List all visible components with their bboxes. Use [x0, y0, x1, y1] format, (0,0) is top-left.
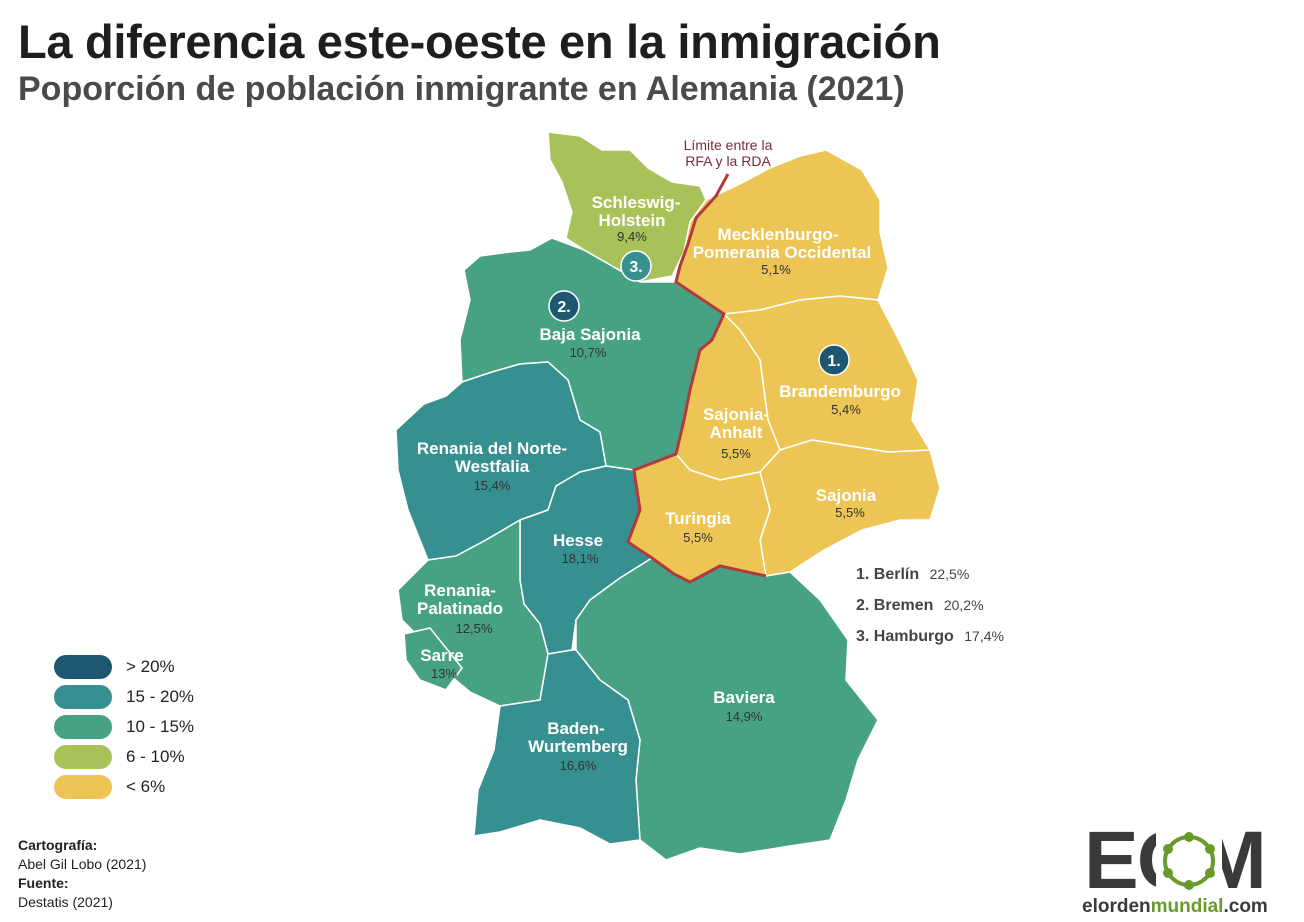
label-mecklenburg: Mecklenburgo- Pomerania Occidental 5,1% — [693, 225, 872, 277]
logo-site-part: mundial — [1150, 896, 1224, 917]
region-value: 10,7% — [570, 345, 607, 360]
region-name-line: Baviera — [713, 688, 775, 707]
city-rank: 3. — [856, 628, 870, 645]
region-value: 5,1% — [761, 262, 791, 277]
legend-item: < 6% — [54, 772, 194, 802]
credits: Cartografía: Abel Gil Lobo (2021) Fuente… — [18, 836, 146, 912]
map-legend: > 20% 15 - 20% 10 - 15% 6 - 10% < 6% — [54, 652, 194, 802]
region-value: 5,5% — [683, 530, 713, 545]
city-item-hamburgo: 3. Hamburgo 17,4% — [856, 628, 1004, 659]
legend-item: > 20% — [54, 652, 194, 682]
legend-label: > 20% — [126, 657, 175, 676]
region-value: 18,1% — [562, 551, 599, 566]
city-rank: 1. — [856, 566, 870, 583]
cartography-heading: Cartografía: — [18, 837, 98, 853]
legend-label: < 6% — [126, 777, 166, 796]
legend-swatch — [54, 775, 112, 799]
region-sarre[interactable] — [403, 627, 463, 691]
region-name-line: Holstein — [598, 211, 665, 230]
city-name: Berlín — [873, 566, 920, 583]
legend-label: 15 - 20% — [126, 687, 195, 706]
marker-berlin-label: 1. — [827, 353, 840, 370]
region-value: 14,9% — [726, 709, 763, 724]
region-name-line: Brandemburgo — [779, 382, 901, 401]
label-renania-norte: Renania del Norte- Westfalia 15,4% — [417, 439, 567, 493]
legend-item: 10 - 15% — [54, 712, 194, 742]
region-value: 5,5% — [835, 505, 865, 520]
city-value: 22,5% — [929, 566, 970, 582]
region-name-line: Schleswig- — [592, 193, 681, 212]
marker-bremen-label: 2. — [557, 299, 570, 316]
label-schleswig-holstein: Schleswig- Holstein 9,4% — [592, 193, 681, 244]
logo-ring-icon — [1156, 828, 1222, 894]
region-value: 5,4% — [831, 402, 861, 417]
city-value: 20,2% — [943, 597, 984, 613]
city-item-berlin: 1. Berlín 22,5% — [856, 566, 1004, 597]
label-hesse: Hesse 18,1% — [553, 531, 603, 566]
marker-berlin[interactable]: 1. — [818, 344, 850, 376]
label-baja-sajonia: Baja Sajonia 10,7% — [539, 325, 641, 360]
region-name-line: Palatinado — [417, 599, 503, 618]
region-name-line: Pomerania Occidental — [693, 243, 872, 262]
legend-swatch — [54, 655, 112, 679]
region-name-line: Sajonia — [816, 486, 877, 505]
cartography-author: Abel Gil Lobo (2021) — [18, 856, 147, 872]
region-name-line: Anhalt — [710, 423, 763, 442]
label-baden: Baden- Wurtemberg 16,6% — [528, 719, 628, 773]
region-baden[interactable] — [473, 649, 641, 845]
map-title: La diferencia este-oeste en la inmigraci… — [18, 15, 941, 68]
city-state-list: 1. Berlín 22,5% 2. Bremen 20,2% 3. Hambu… — [856, 566, 1004, 659]
logo-site-part: elorden — [1082, 896, 1151, 917]
city-item-bremen: 2. Bremen 20,2% — [856, 597, 1004, 628]
region-name-line: Westfalia — [455, 457, 530, 476]
label-sajonia: Sajonia 5,5% — [816, 486, 877, 520]
region-name-line: Turingia — [665, 509, 731, 528]
region-name-line: Hesse — [553, 531, 603, 550]
region-name-line: Baden- — [547, 719, 605, 738]
region-name-line: Renania- — [424, 581, 496, 600]
logo-site-url: elordenmundial.com — [1082, 896, 1268, 918]
region-name-line: Wurtemberg — [528, 737, 628, 756]
marker-hamburgo[interactable]: 3. — [620, 250, 652, 282]
legend-swatch — [54, 745, 112, 769]
region-name-line: Baja Sajonia — [539, 325, 641, 344]
label-baviera: Baviera 14,9% — [713, 688, 775, 724]
city-name: Bremen — [873, 597, 934, 614]
label-sarre: Sarre 13% — [420, 646, 463, 681]
legend-swatch — [54, 715, 112, 739]
marker-bremen[interactable]: 2. — [548, 290, 580, 322]
region-value: 5,5% — [721, 446, 751, 461]
source-name: Destatis (2021) — [18, 894, 113, 910]
map-subtitle: Poporción de población inmigrante en Ale… — [18, 70, 905, 108]
region-value: 9,4% — [617, 229, 647, 244]
border-label-line2: RFA y la RDA — [685, 153, 771, 169]
label-brandemburgo: Brandemburgo 5,4% — [779, 382, 901, 417]
region-value: 12,5% — [456, 621, 493, 636]
legend-swatch — [54, 685, 112, 709]
city-rank: 2. — [856, 597, 870, 614]
east-west-border-line — [626, 173, 767, 584]
legend-item: 6 - 10% — [54, 742, 194, 772]
legend-label: 10 - 15% — [126, 717, 195, 736]
region-name-line: Sajonia- — [703, 405, 769, 424]
source-heading: Fuente: — [18, 875, 69, 891]
label-sajonia-anhalt: Sajonia- Anhalt 5,5% — [703, 405, 769, 461]
legend-label: 6 - 10% — [126, 747, 185, 766]
legend-item: 15 - 20% — [54, 682, 194, 712]
border-label-line1: Límite entre la — [684, 137, 773, 153]
city-name: Hamburgo — [873, 628, 954, 645]
city-value: 17,4% — [964, 628, 1004, 644]
region-name-line: Renania del Norte- — [417, 439, 567, 458]
region-value: 16,6% — [560, 758, 597, 773]
region-name-line: Sarre — [420, 646, 463, 665]
region-value: 13% — [431, 666, 457, 681]
region-name-line: Mecklenburgo- — [718, 225, 839, 244]
logo-site-part: .com — [1223, 896, 1268, 917]
label-renania-palatinado: Renania- Palatinado 12,5% — [417, 581, 503, 636]
marker-hamburgo-label: 3. — [629, 259, 642, 276]
eom-logo[interactable]: EOM elordenmundial.com — [1080, 820, 1290, 918]
region-value: 15,4% — [474, 478, 511, 493]
label-turingia: Turingia 5,5% — [665, 509, 731, 545]
